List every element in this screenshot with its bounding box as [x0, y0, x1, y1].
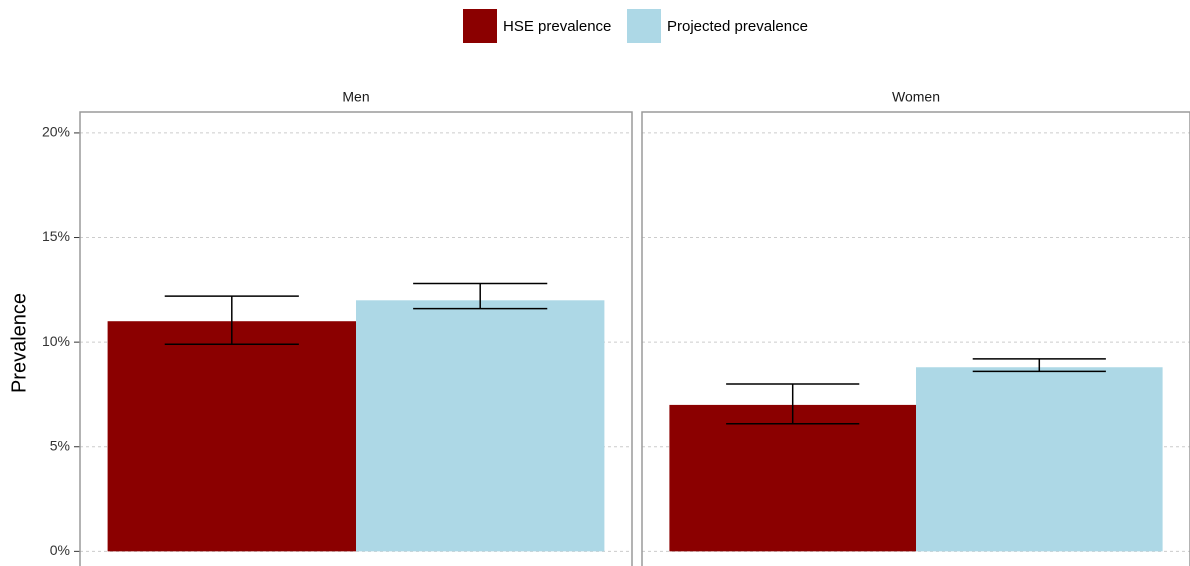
facet-label: Men [342, 89, 369, 105]
error-bar [413, 282, 548, 310]
error-bar [726, 383, 860, 425]
panel-frame [79, 111, 633, 566]
legend-label: HSE prevalence [503, 18, 611, 35]
y-tick-label: 20% [42, 124, 70, 140]
error-bar [164, 295, 299, 345]
error-bar [972, 358, 1106, 373]
legend-swatch [627, 9, 661, 43]
bar [107, 321, 356, 552]
legend-label: Projected prevalence [667, 18, 808, 35]
y-tick-label: 10% [42, 333, 70, 349]
facet-label: Women [892, 89, 940, 105]
y-tick-label: 5% [50, 437, 70, 453]
legend-swatch [463, 9, 497, 43]
bar [356, 300, 605, 552]
y-axis-label: Prevalence [8, 293, 30, 393]
bar [669, 404, 916, 552]
panel-frame [641, 111, 1190, 566]
y-tick-label: 15% [42, 228, 70, 244]
y-tick-label: 0% [50, 542, 70, 558]
bar [916, 367, 1163, 552]
